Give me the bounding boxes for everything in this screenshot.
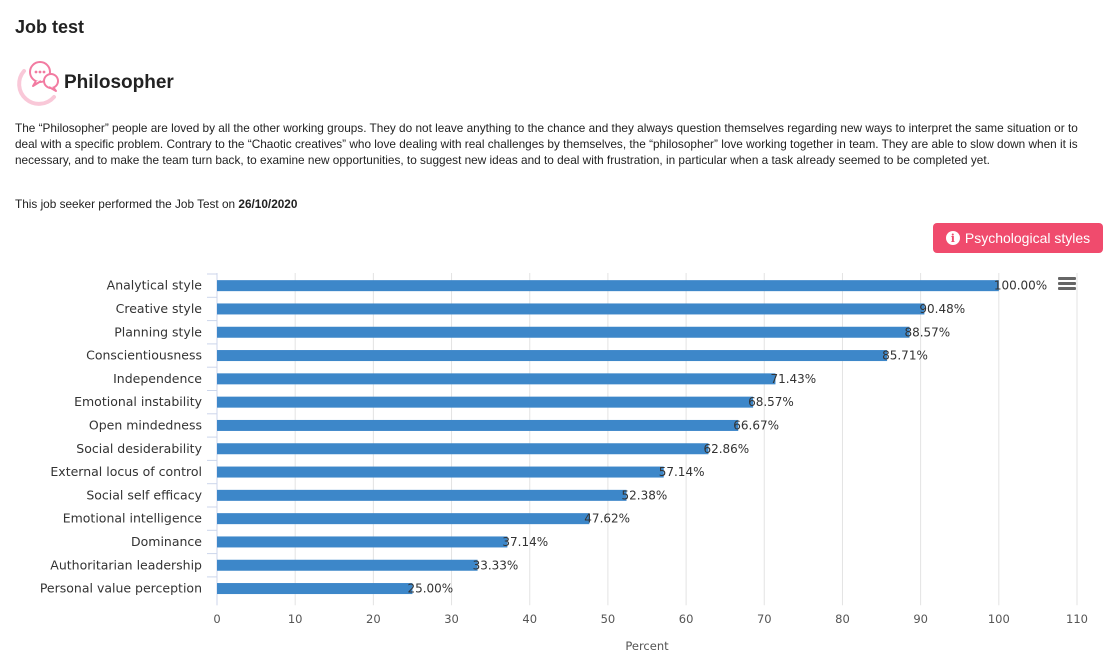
bar — [217, 559, 478, 571]
bar — [217, 280, 999, 292]
category-label: Open mindedness — [89, 417, 202, 432]
data-label: 52.38% — [622, 488, 668, 502]
data-label: 62.86% — [703, 442, 749, 456]
data-label: 90.48% — [919, 302, 965, 316]
data-label: 37.14% — [502, 535, 548, 549]
data-label: 88.57% — [904, 325, 950, 339]
bar — [217, 583, 413, 595]
x-tick-label: 80 — [835, 612, 850, 626]
data-label: 47.62% — [584, 512, 630, 526]
category-label: Creative style — [116, 301, 203, 316]
x-tick-label: 70 — [757, 612, 772, 626]
philosopher-icon — [17, 61, 59, 106]
data-label: 68.57% — [748, 395, 794, 409]
category-label: Independence — [113, 371, 202, 386]
category-label: Emotional intelligence — [63, 511, 203, 526]
bar — [217, 303, 925, 315]
bar — [217, 326, 910, 338]
x-tick-label: 60 — [679, 612, 694, 626]
bar — [217, 513, 590, 525]
psychological-styles-label: Psychological styles — [964, 230, 1091, 246]
x-tick-label: 40 — [522, 612, 537, 626]
profile-description: The “Philosopher” people are loved by al… — [15, 121, 1078, 167]
bar — [217, 536, 508, 548]
x-axis-title: Percent — [625, 639, 669, 653]
data-label: 25.00% — [407, 582, 453, 596]
x-tick-label: 30 — [444, 612, 459, 626]
category-label: Emotional instability — [74, 394, 202, 409]
category-label: Analytical style — [107, 278, 203, 293]
x-tick-label: 10 — [288, 612, 303, 626]
bar — [217, 419, 739, 431]
test-date-line: This job seeker performed the Job Test o… — [15, 197, 297, 211]
category-label: Personal value perception — [40, 581, 202, 596]
category-label: Social desiderability — [76, 441, 202, 456]
data-label: 85.71% — [882, 349, 928, 363]
category-label: Conscientiousness — [86, 348, 202, 363]
data-label: 100.00% — [994, 279, 1047, 293]
category-label: External locus of control — [50, 464, 202, 479]
category-label: Social self efficacy — [86, 487, 202, 502]
x-tick-label: 90 — [913, 612, 928, 626]
x-tick-label: 20 — [366, 612, 381, 626]
category-label: Dominance — [131, 534, 202, 549]
bar — [217, 489, 627, 501]
bar — [217, 373, 776, 385]
category-label: Planning style — [114, 324, 202, 339]
bar — [217, 350, 888, 362]
test-date-prefix: This job seeker performed the Job Test o… — [15, 197, 239, 211]
x-tick-label: 0 — [213, 612, 220, 626]
bar — [217, 443, 709, 455]
psychological-styles-chart: 0 10 20 30 40 50 60 70 80 90 100 110 Analytical styl… — [40, 273, 1088, 653]
category-label: Authoritarian leadership — [50, 557, 202, 572]
chart-menu-icon[interactable] — [1056, 275, 1078, 293]
data-label: 57.14% — [659, 465, 705, 479]
test-date-value: 26/10/2020 — [238, 197, 298, 211]
data-label: 33.33% — [473, 558, 519, 572]
profile-name: Philosopher — [64, 72, 174, 93]
info-icon: i — [945, 231, 960, 245]
data-label: 71.43% — [770, 372, 816, 386]
x-tick-label: 100 — [988, 612, 1010, 626]
bar — [217, 396, 754, 408]
psychological-styles-button[interactable]: i Psychological styles — [933, 223, 1103, 253]
x-tick-label: 110 — [1066, 612, 1088, 626]
page-title: Job test — [15, 17, 85, 37]
x-tick-label: 50 — [601, 612, 616, 626]
bar — [217, 466, 664, 478]
data-label: 66.67% — [733, 418, 779, 432]
